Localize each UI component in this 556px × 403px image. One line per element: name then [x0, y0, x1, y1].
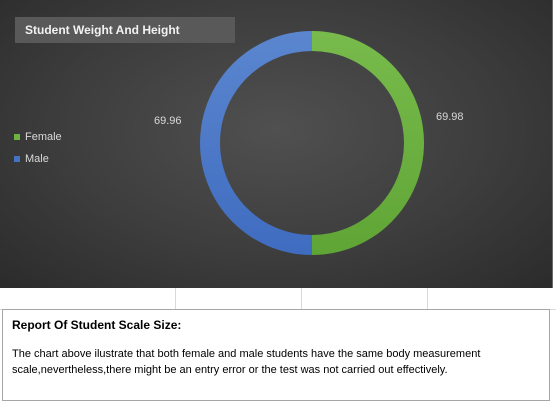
report-title: Report Of Student Scale Size: [12, 318, 182, 332]
data-label-female: 69.98 [436, 111, 464, 123]
report-textbox[interactable]: Report Of Student Scale Size: The chart … [2, 309, 550, 401]
chart-legend[interactable]: Female Male [14, 126, 62, 170]
report-body: The chart above ilustrate that both fema… [12, 348, 481, 376]
chart-area[interactable]: Student Weight And Height Female Male [0, 0, 553, 288]
data-label-male: 69.96 [154, 115, 182, 127]
grid-column-line [175, 288, 176, 310]
grid-column-line [427, 288, 428, 310]
grid-column-line [301, 288, 302, 310]
legend-swatch-female [14, 134, 20, 140]
legend-label-female: Female [25, 131, 62, 143]
donut-slice-female[interactable] [311, 31, 425, 255]
legend-label-male: Male [25, 153, 49, 165]
donut-chart[interactable]: 69.98 69.96 [0, 0, 553, 288]
legend-item-male: Male [14, 148, 62, 170]
legend-swatch-male [14, 156, 20, 162]
legend-item-female: Female [14, 126, 62, 148]
chart-title[interactable]: Student Weight And Height [15, 17, 235, 43]
donut-slice-male[interactable] [200, 31, 312, 255]
